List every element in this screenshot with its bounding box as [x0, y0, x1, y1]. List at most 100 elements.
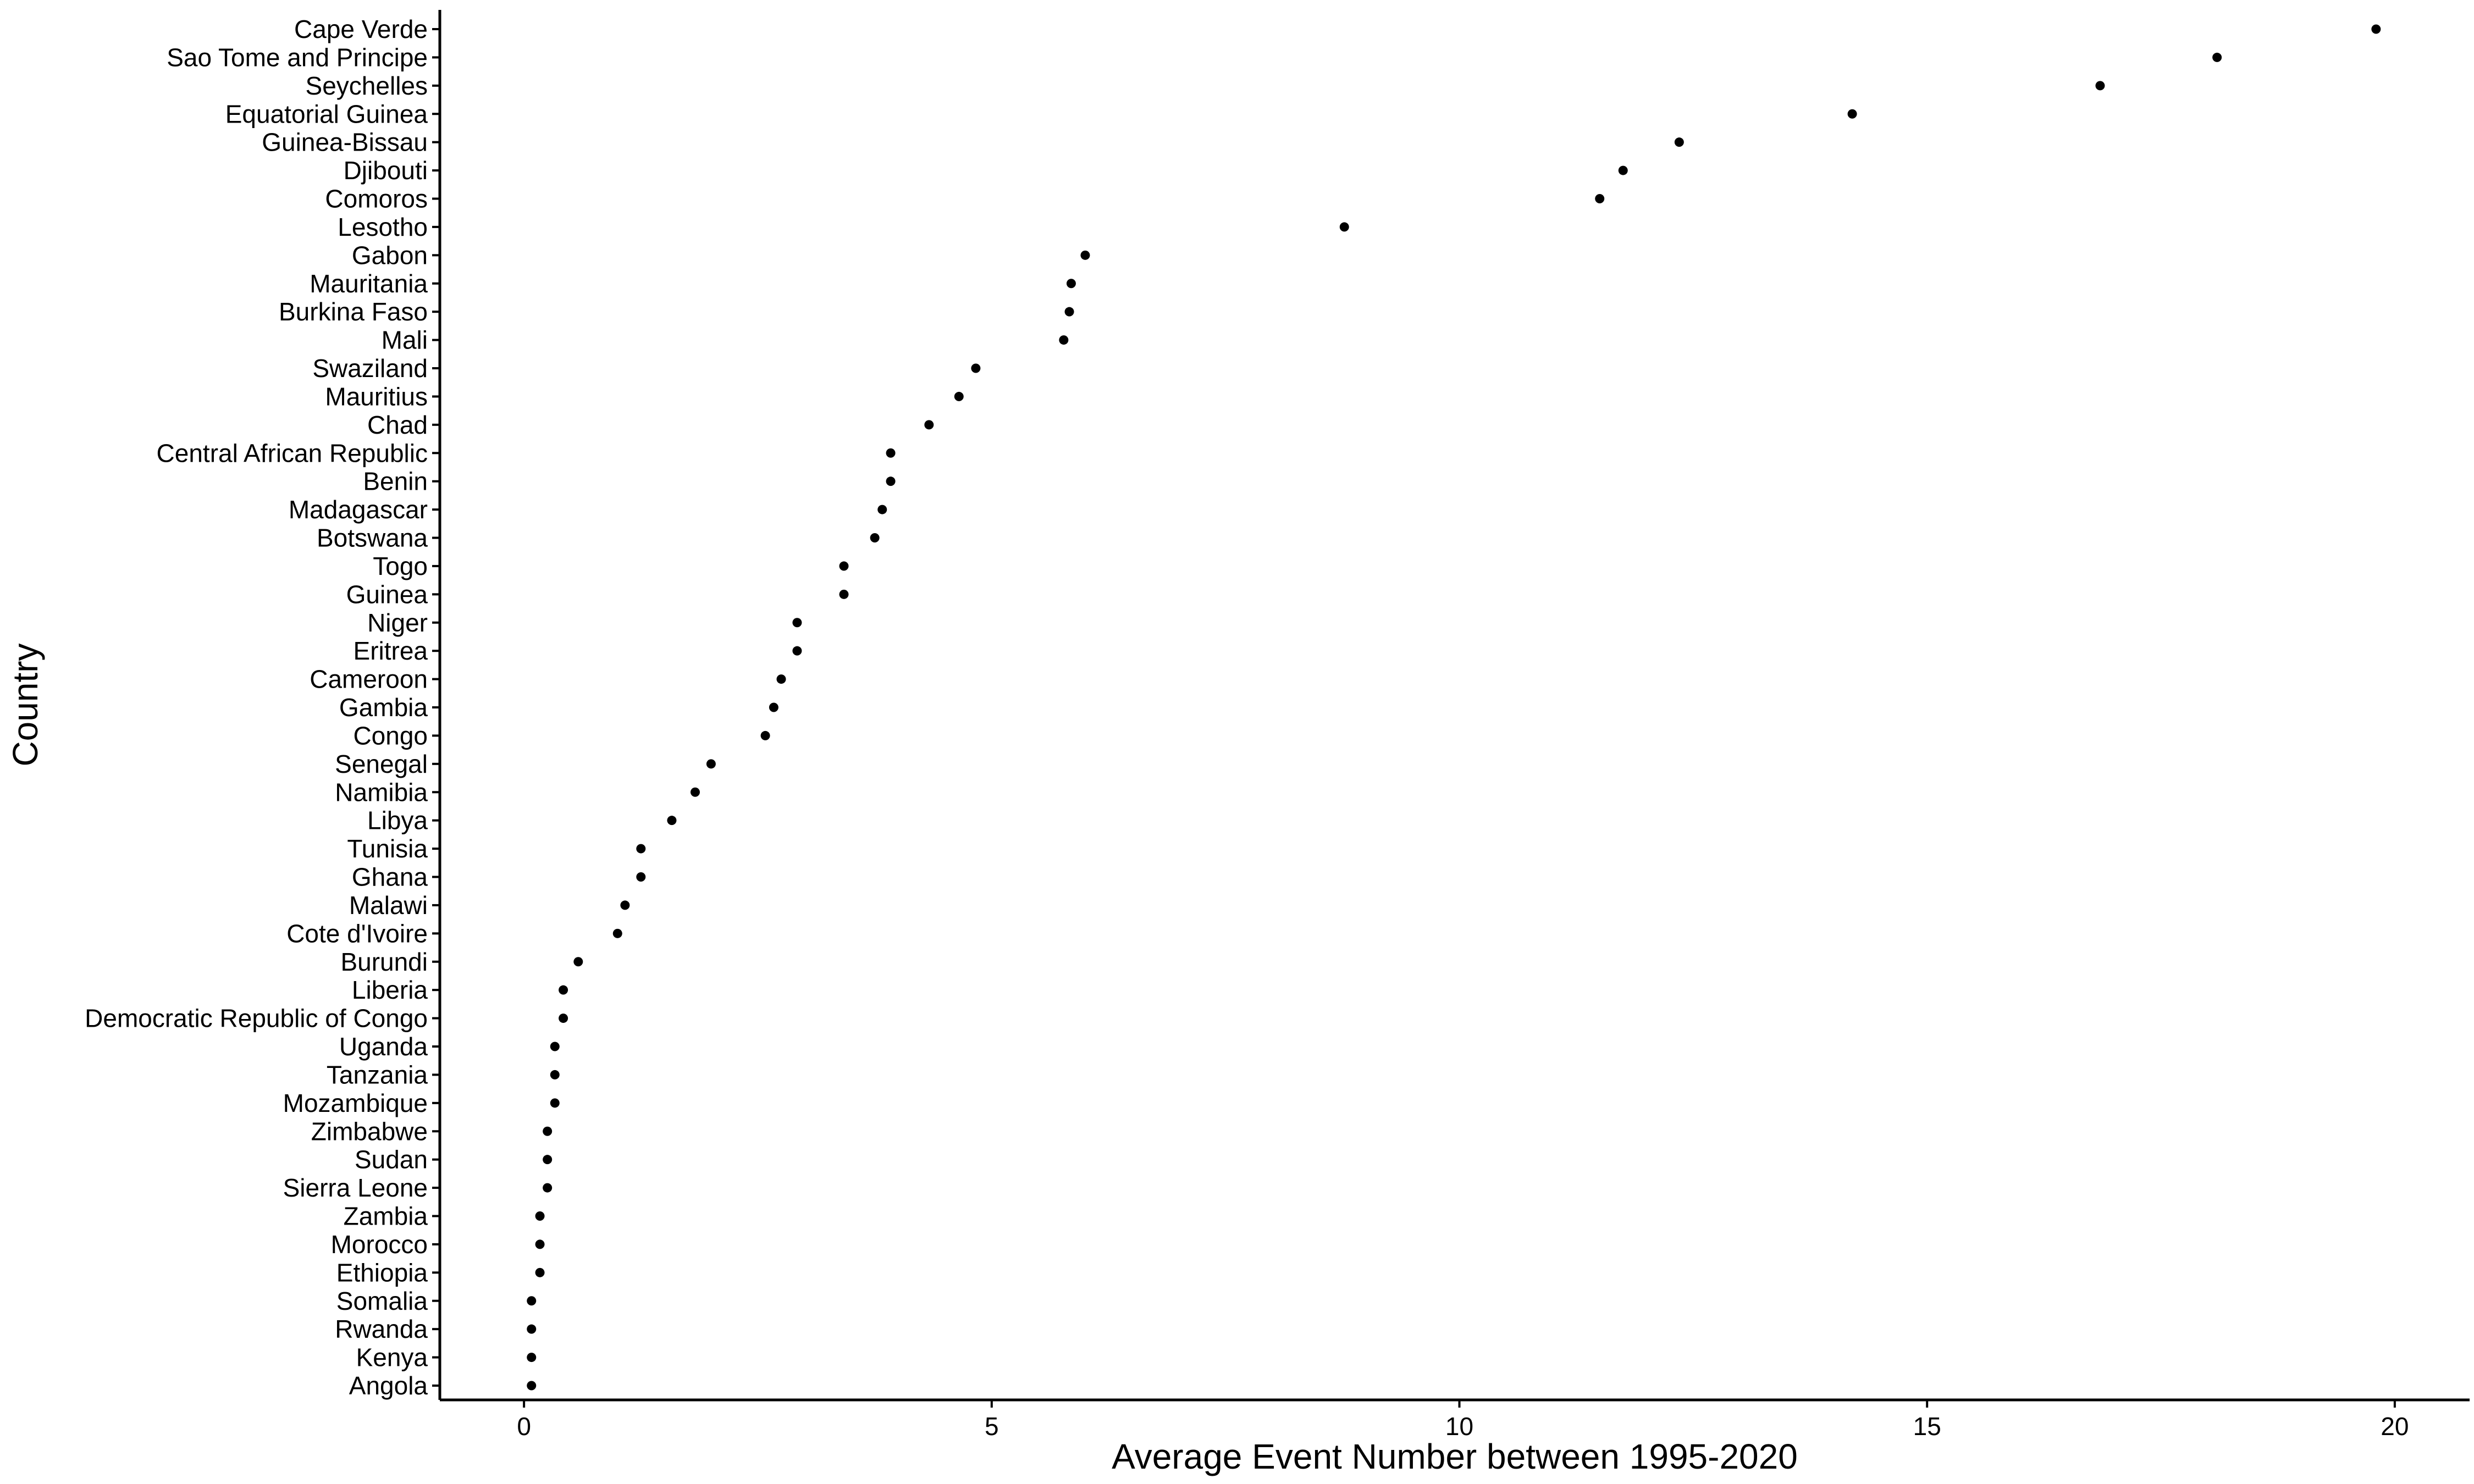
y-tick-label: Sudan	[355, 1145, 428, 1174]
data-point	[877, 505, 887, 514]
data-point	[527, 1353, 537, 1363]
y-tick-label: Benin	[363, 467, 428, 496]
data-point	[559, 1014, 568, 1023]
x-tick-label: 0	[517, 1412, 531, 1441]
y-tick-label: Mali	[382, 326, 428, 355]
y-tick-label: Zimbabwe	[311, 1117, 428, 1145]
data-point	[760, 730, 770, 740]
data-point	[535, 1211, 545, 1221]
y-tick-label: Kenya	[356, 1343, 428, 1372]
data-point	[971, 363, 981, 373]
y-tick-label: Eritrea	[354, 636, 428, 665]
y-tick-label: Burundi	[340, 948, 428, 976]
y-tick-label: Somalia	[336, 1287, 428, 1315]
data-point	[550, 1098, 560, 1108]
data-point	[543, 1155, 553, 1165]
y-tick-label: Mauritania	[310, 269, 428, 298]
data-point	[839, 561, 849, 571]
data-point	[1674, 137, 1684, 147]
y-tick-label: Ethiopia	[336, 1258, 428, 1287]
data-point	[1066, 279, 1076, 289]
y-tick-label: Equatorial Guinea	[225, 99, 428, 128]
x-tick-label: 15	[1913, 1412, 1941, 1441]
y-tick-label: Gabon	[352, 241, 428, 269]
x-tick-label: 10	[1445, 1412, 1473, 1441]
y-tick-label: Angola	[349, 1371, 428, 1400]
data-point	[527, 1296, 537, 1306]
y-tick-label: Madagascar	[289, 495, 428, 524]
data-point	[543, 1126, 553, 1136]
y-tick-label: Lesotho	[338, 213, 428, 241]
data-point	[1595, 194, 1605, 203]
data-point	[543, 1183, 553, 1193]
y-tick-label: Swaziland	[312, 354, 428, 383]
y-tick-label: Central African Republic	[157, 439, 428, 467]
data-point	[886, 477, 896, 486]
data-point	[706, 759, 716, 769]
data-point	[776, 674, 786, 684]
x-tick-label: 5	[985, 1412, 999, 1441]
data-point	[636, 844, 646, 854]
data-point	[690, 787, 700, 797]
data-point	[2095, 81, 2105, 91]
y-tick-label: Senegal	[335, 750, 428, 778]
y-tick-label: Mozambique	[283, 1089, 428, 1117]
data-points	[527, 24, 2381, 1391]
x-axis-title: Average Event Number between 1995-2020	[1112, 1437, 1798, 1476]
y-tick-label: Botswana	[317, 524, 428, 552]
y-tick-label: Guinea	[346, 580, 428, 608]
data-point	[870, 533, 880, 542]
data-point	[792, 618, 802, 628]
data-point	[2212, 52, 2222, 62]
data-point	[1059, 335, 1069, 345]
y-tick-label: Rwanda	[335, 1315, 428, 1343]
data-point	[1080, 250, 1090, 260]
data-point	[620, 900, 630, 910]
y-tick-label: Chad	[367, 411, 428, 439]
data-point	[667, 816, 677, 826]
data-point	[1064, 307, 1074, 317]
y-tick-label: Cameroon	[310, 665, 428, 694]
y-tick-label: Comoros	[325, 185, 428, 213]
data-point	[769, 702, 778, 712]
data-point	[1618, 165, 1628, 175]
y-tick-label: Burkina Faso	[279, 297, 428, 326]
data-point	[1339, 222, 1349, 232]
y-tick-label: Namibia	[335, 778, 428, 806]
data-point	[527, 1381, 537, 1391]
y-tick-label: Mauritius	[325, 382, 428, 411]
data-point	[636, 872, 646, 882]
data-point	[535, 1267, 545, 1277]
data-point	[924, 420, 934, 430]
y-tick-label: Djibouti	[344, 156, 428, 185]
data-point	[1847, 109, 1857, 119]
y-tick-label: Congo	[353, 721, 428, 750]
y-tick-label: Malawi	[349, 891, 428, 920]
y-axis-title: Country	[5, 643, 45, 766]
y-tick-label: Democratic Republic of Congo	[85, 1004, 428, 1033]
y-tick-label: Togo	[373, 552, 428, 580]
data-point	[612, 928, 622, 938]
y-tick-label: Tunisia	[347, 834, 428, 863]
y-tick-label: Cape Verde	[294, 15, 428, 43]
data-point	[954, 391, 964, 401]
y-tick-label: Guinea-Bissau	[262, 128, 428, 157]
data-point	[792, 646, 802, 656]
x-ticks	[523, 1400, 2396, 1408]
y-tick-label: Seychelles	[306, 71, 428, 100]
data-point	[559, 985, 568, 995]
data-point	[550, 1070, 560, 1079]
y-tick-label: Niger	[367, 608, 428, 637]
y-tick-label: Sierra Leone	[283, 1173, 428, 1202]
y-tick-label: Zambia	[344, 1202, 428, 1231]
data-point	[573, 957, 583, 967]
data-point	[550, 1042, 560, 1051]
data-point	[839, 589, 849, 599]
y-tick-label: Gambia	[339, 693, 428, 722]
y-tick-label: Libya	[367, 806, 428, 835]
data-point	[886, 448, 896, 458]
y-tick-label: Uganda	[339, 1032, 428, 1061]
y-tick-label: Sao Tome and Principe	[167, 43, 428, 71]
